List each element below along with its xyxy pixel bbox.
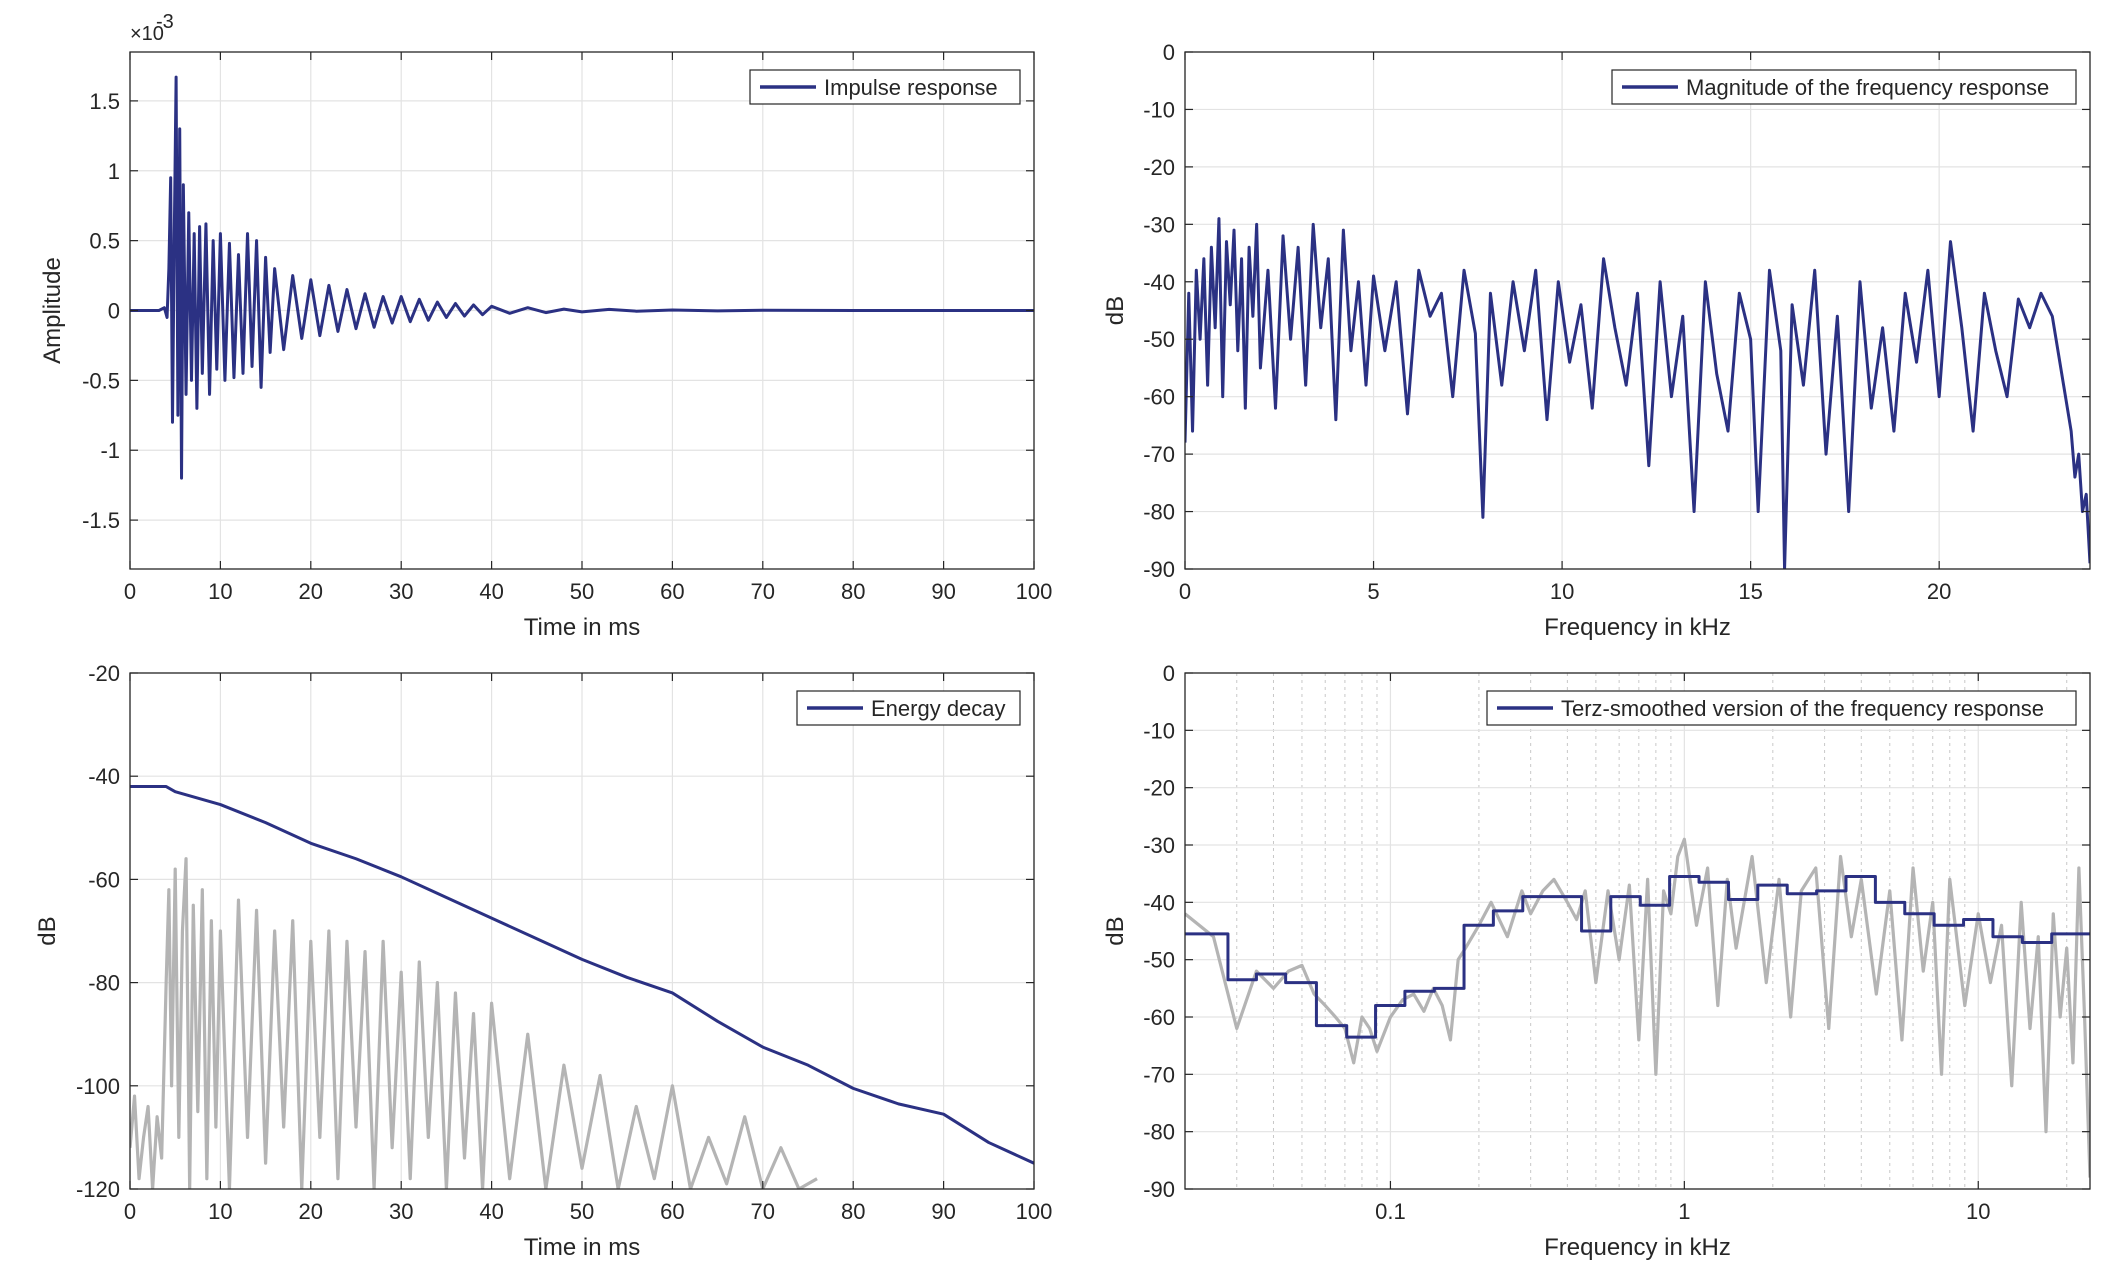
x-tick-label: 100 <box>1016 1199 1053 1224</box>
y-axis-label: dB <box>1102 296 1129 325</box>
series-line-main <box>130 75 1034 480</box>
x-tick-label: 80 <box>841 579 865 604</box>
x-tick-label: 10 <box>208 1199 232 1224</box>
x-tick-label: 15 <box>1738 579 1762 604</box>
x-tick-label: 30 <box>389 1199 413 1224</box>
y-tick-label: -80 <box>1143 1120 1175 1145</box>
y-tick-label: -10 <box>1143 97 1175 122</box>
x-tick-label: 90 <box>931 579 955 604</box>
legend-label: Magnitude of the frequency response <box>1686 75 2049 100</box>
y-tick-label: -70 <box>1143 1062 1175 1087</box>
x-tick-label: 50 <box>570 1199 594 1224</box>
legend-box <box>1486 690 2077 726</box>
legend-label: Energy decay <box>871 696 1006 721</box>
y-tick-label: -100 <box>76 1074 120 1099</box>
x-tick-label: 10 <box>208 579 232 604</box>
y-axis-label: dB <box>1102 916 1129 945</box>
x-tick-label: 60 <box>660 1199 684 1224</box>
x-axis-label: Frequency in kHz <box>1544 614 1731 641</box>
y-tick-label: -20 <box>88 661 120 686</box>
x-tick-label: 5 <box>1367 579 1379 604</box>
y-axis-label: Amplitude <box>39 257 66 364</box>
y-tick-label: -70 <box>1143 442 1175 467</box>
x-tick-label: 0.1 <box>1375 1199 1406 1224</box>
y-tick-label: -80 <box>1143 500 1175 525</box>
legend: Magnitude of the frequency response <box>1611 69 2077 105</box>
legend-label: Terz-smoothed version of the frequency r… <box>1561 696 2044 721</box>
x-tick-label: 20 <box>1927 579 1951 604</box>
x-axis-label: Time in ms <box>524 614 640 641</box>
y-tick-label: -90 <box>1143 557 1175 582</box>
legend-label: Impulse response <box>824 75 998 100</box>
axes-box <box>1184 672 2091 1190</box>
y-tick-label: -30 <box>1143 212 1175 237</box>
y-tick-label: -120 <box>76 1177 120 1202</box>
y-tick-label: -10 <box>1143 718 1175 743</box>
x-tick-label: 90 <box>931 1199 955 1224</box>
x-tick-label: 0 <box>1179 579 1191 604</box>
x-tick-label: 10 <box>1550 579 1574 604</box>
y-tick-label: -20 <box>1143 776 1175 801</box>
minor-grid <box>1236 673 2068 1189</box>
series-line-main <box>130 785 1034 1165</box>
y-tick-label: -50 <box>1143 327 1175 352</box>
x-tick-label: 40 <box>479 579 503 604</box>
legend: Terz-smoothed version of the frequency r… <box>1486 690 2077 726</box>
plot-area <box>1185 673 2090 1189</box>
x-tick-label: 40 <box>479 1199 503 1224</box>
chart-energy: 0 10 20 30 40 50 60 70 80 90 100 -20 -40 -60 -80 -100 -1… <box>34 661 1052 1261</box>
y-tick-label: 0 <box>1163 40 1175 65</box>
x-tick-label: 10 <box>1966 1199 1990 1224</box>
y-tick-label: -60 <box>1143 1005 1175 1030</box>
x-tick-label: 1 <box>1678 1199 1690 1224</box>
axis-exponent-power: -3 <box>156 11 174 33</box>
x-tick-label: 0 <box>124 579 136 604</box>
y-tick-label: 0.5 <box>89 229 120 254</box>
x-tick-label: 50 <box>570 579 594 604</box>
y-tick-label: 1.5 <box>89 89 120 114</box>
y-tick-label: -40 <box>1143 890 1175 915</box>
legend: Energy decay <box>796 690 1021 726</box>
x-tick-label: 30 <box>389 579 413 604</box>
x-tick-label: 80 <box>841 1199 865 1224</box>
y-tick-label: 1 <box>108 159 120 184</box>
y-tick-label: -1.5 <box>82 508 120 533</box>
series-line-reference <box>130 857 818 1189</box>
y-tick-label: -50 <box>1143 948 1175 973</box>
y-tick-label: -90 <box>1143 1177 1175 1202</box>
y-tick-label: 0 <box>1163 661 1175 686</box>
y-axis-label: dB <box>34 916 61 945</box>
y-tick-label: -30 <box>1143 833 1175 858</box>
x-axis-label: Frequency in kHz <box>1544 1234 1731 1261</box>
x-tick-label: 70 <box>751 1199 775 1224</box>
y-tick-label: -80 <box>88 971 120 996</box>
chart-terz: 0.1 1 10 0 -10 -20 -30 -40 -50 -60 -70 -80 -90 Freque… <box>1102 661 2091 1261</box>
x-tick-label: 0 <box>124 1199 136 1224</box>
y-tick-label: -60 <box>88 867 120 892</box>
y-tick-label: 0 <box>108 299 120 324</box>
y-tick-label: -40 <box>88 764 120 789</box>
x-tick-label: 20 <box>299 1199 323 1224</box>
series-line-reference <box>1185 837 2090 1178</box>
series-line-main <box>1185 875 2090 1039</box>
series-line-main <box>1185 217 2090 569</box>
axes-box <box>1184 51 2091 570</box>
legend-box <box>1611 69 2077 105</box>
y-tick-label: -1 <box>100 438 120 463</box>
x-tick-label: 60 <box>660 579 684 604</box>
legend: Impulse response <box>749 69 1021 105</box>
chart-impulse: 0 10 20 30 40 50 60 70 80 90 100 -1.5 -1 -0.5 0 0.5 1 1.5… <box>39 11 1052 641</box>
y-tick-label: -60 <box>1143 385 1175 410</box>
chart-magnitude: 0 5 10 15 20 0 -10 -20 -30 -40 -50 -60 -70 -80 -90 Freq… <box>1102 40 2091 641</box>
x-tick-label: 70 <box>751 579 775 604</box>
axis-exponent-label: ×10 <box>130 23 164 45</box>
x-tick-label: 20 <box>299 579 323 604</box>
x-tick-label: 100 <box>1016 579 1053 604</box>
y-tick-label: -0.5 <box>82 368 120 393</box>
y-tick-label: -20 <box>1143 155 1175 180</box>
y-tick-label: -40 <box>1143 270 1175 295</box>
x-axis-label: Time in ms <box>524 1234 640 1261</box>
